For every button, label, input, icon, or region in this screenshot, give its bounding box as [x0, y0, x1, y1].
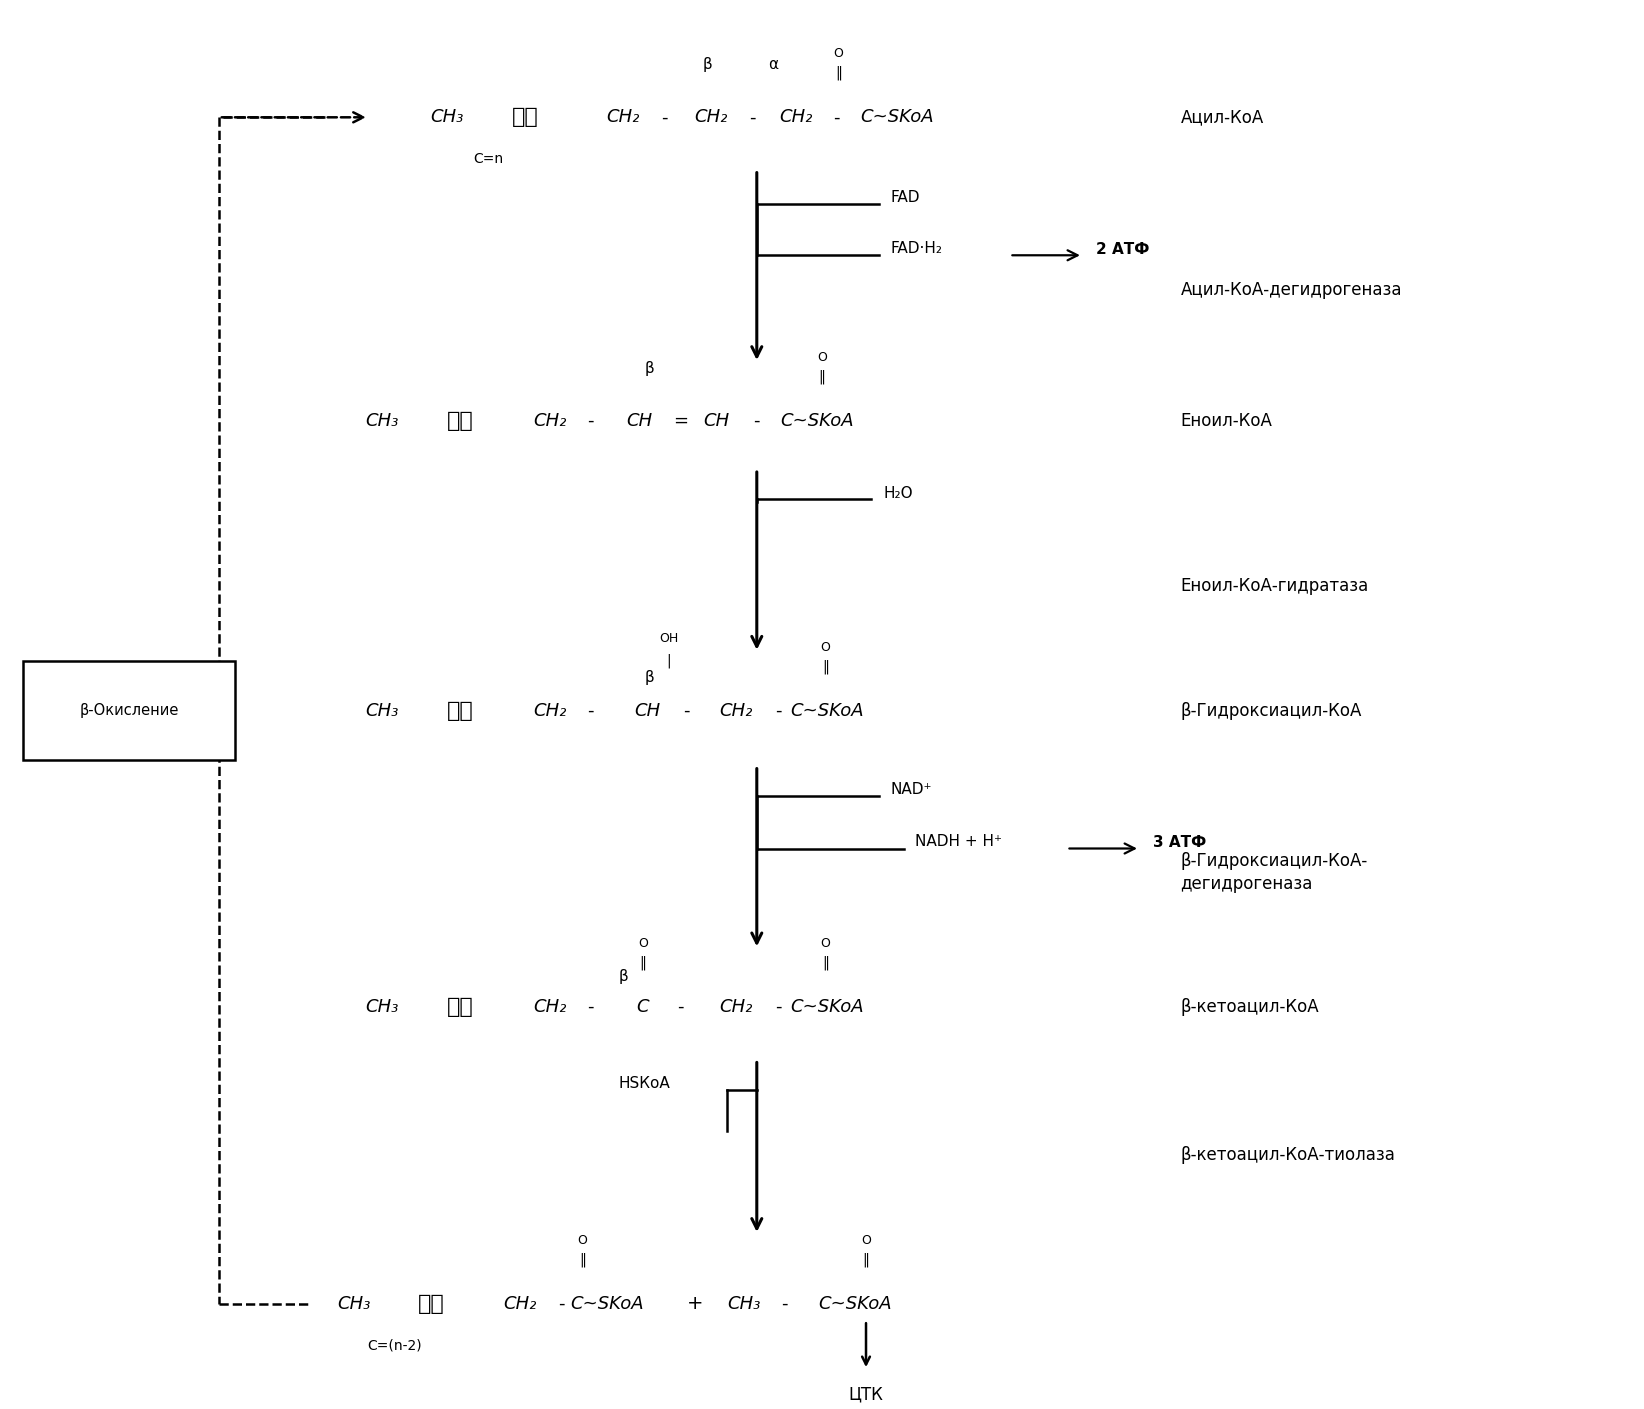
Text: C~SKoA: C~SKoA — [791, 998, 863, 1016]
Text: CH₂: CH₂ — [503, 1295, 538, 1313]
Text: -: - — [748, 108, 755, 127]
Text: β-кетоацил-КоА: β-кетоацил-КоА — [1180, 998, 1318, 1016]
Text: ‖: ‖ — [822, 955, 829, 971]
Text: -: - — [661, 108, 667, 127]
Text: CH: CH — [635, 702, 661, 720]
Text: OH: OH — [659, 633, 679, 645]
Text: NADH + H⁺: NADH + H⁺ — [916, 834, 1001, 850]
Text: ЦТК: ЦТК — [848, 1386, 883, 1403]
Text: C~SKoA: C~SKoA — [860, 108, 934, 127]
Text: CH₂: CH₂ — [607, 108, 640, 127]
Text: -: - — [587, 998, 593, 1016]
Text: ‖: ‖ — [863, 1253, 870, 1267]
Text: O: O — [820, 937, 830, 950]
Text: FAD·H₂: FAD·H₂ — [891, 241, 942, 256]
Text: -: - — [677, 998, 684, 1016]
Text: C~SKoA: C~SKoA — [817, 1295, 891, 1313]
Text: O: O — [861, 1234, 871, 1247]
Text: -: - — [753, 411, 760, 430]
Text: C=n: C=n — [473, 152, 503, 166]
Text: FAD: FAD — [891, 190, 921, 204]
Text: α: α — [768, 58, 778, 72]
Text: O: O — [638, 937, 648, 950]
Text: CH₃: CH₃ — [431, 108, 464, 127]
Text: -: - — [834, 108, 840, 127]
Text: ‖: ‖ — [579, 1253, 585, 1267]
FancyBboxPatch shape — [23, 661, 235, 761]
Text: CH₃: CH₃ — [337, 1295, 372, 1313]
Text: H₂O: H₂O — [884, 486, 914, 502]
Text: CH: CH — [626, 411, 653, 430]
Text: O: O — [820, 641, 830, 654]
Text: CH₂: CH₂ — [533, 411, 567, 430]
Text: ∿∿: ∿∿ — [447, 699, 473, 721]
Text: β: β — [644, 669, 654, 685]
Text: C: C — [636, 998, 649, 1016]
Text: O: O — [577, 1234, 587, 1247]
Text: -: - — [781, 1295, 787, 1313]
Text: C~SKoA: C~SKoA — [570, 1295, 644, 1313]
Text: O: O — [834, 48, 843, 61]
Text: O: O — [817, 351, 827, 364]
Text: β-Окисление: β-Окисление — [79, 703, 179, 719]
Text: -: - — [684, 702, 690, 720]
Text: β-Гидроксиацил-КоА: β-Гидроксиацил-КоА — [1180, 702, 1361, 720]
Text: CH: CH — [704, 411, 728, 430]
Text: CH₃: CH₃ — [727, 1295, 761, 1313]
Text: CH₃: CH₃ — [365, 702, 398, 720]
Text: ∿∿: ∿∿ — [447, 996, 473, 1019]
Text: C~SKoA: C~SKoA — [781, 411, 853, 430]
Text: CH₂: CH₂ — [533, 702, 567, 720]
Text: CH₃: CH₃ — [365, 998, 398, 1016]
Text: C=(n-2): C=(n-2) — [368, 1339, 423, 1353]
Text: +: + — [687, 1295, 704, 1313]
Text: Еноил-КоА-гидратаза: Еноил-КоА-гидратаза — [1180, 578, 1369, 596]
Text: |: | — [666, 654, 671, 668]
Text: Ацил-КоА-дегидрогеназа: Ацил-КоА-дегидрогеназа — [1180, 280, 1402, 299]
Text: HSКоА: HSКоА — [618, 1075, 671, 1091]
Text: Еноил-КоА: Еноил-КоА — [1180, 411, 1272, 430]
Text: ∿∿: ∿∿ — [447, 410, 473, 431]
Text: CH₂: CH₂ — [533, 998, 567, 1016]
Text: -: - — [587, 411, 593, 430]
Text: =: = — [672, 411, 687, 430]
Text: CH₂: CH₂ — [718, 998, 753, 1016]
Text: -: - — [587, 702, 593, 720]
Text: ‖: ‖ — [640, 955, 646, 971]
Text: ∿∿: ∿∿ — [511, 106, 539, 128]
Text: -: - — [557, 1295, 564, 1313]
Text: β-Гидроксиацил-КоА-
дегидрогеназа: β-Гидроксиацил-КоА- дегидрогеназа — [1180, 852, 1368, 893]
Text: β: β — [704, 58, 713, 72]
Text: -: - — [774, 998, 781, 1016]
Text: 3 АТФ: 3 АТФ — [1152, 836, 1207, 851]
Text: ∿∿: ∿∿ — [418, 1293, 444, 1315]
Text: C~SKoA: C~SKoA — [791, 702, 863, 720]
Text: Ацил-КоА: Ацил-КоА — [1180, 108, 1264, 127]
Text: CH₂: CH₂ — [779, 108, 812, 127]
Text: CH₃: CH₃ — [365, 411, 398, 430]
Text: -: - — [774, 702, 781, 720]
Text: NAD⁺: NAD⁺ — [891, 782, 932, 796]
Text: 2 АТФ: 2 АТФ — [1097, 242, 1149, 258]
Text: CH₂: CH₂ — [718, 702, 753, 720]
Text: β: β — [618, 969, 628, 985]
Text: ‖: ‖ — [819, 369, 825, 383]
Text: β-кетоацил-КоА-тиолаза: β-кетоацил-КоА-тиолаза — [1180, 1147, 1396, 1164]
Text: CH₂: CH₂ — [694, 108, 728, 127]
Text: β: β — [644, 361, 654, 376]
Text: ‖: ‖ — [835, 66, 842, 80]
Text: ‖: ‖ — [822, 659, 829, 674]
